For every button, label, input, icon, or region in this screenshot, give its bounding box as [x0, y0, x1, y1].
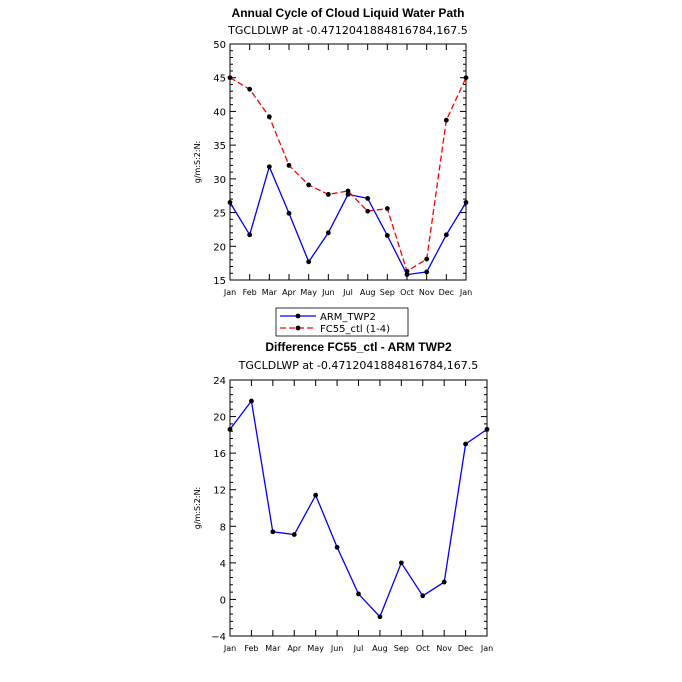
- chart1-ytick-label: 25: [213, 209, 226, 220]
- chart1-series-2-point: [325, 191, 331, 197]
- chart1-series-1-point: [424, 269, 430, 275]
- chart2-series-1-point: [227, 426, 233, 432]
- chart1-series-2-point: [443, 117, 449, 123]
- chart2-xtick-label: Apr: [287, 644, 302, 653]
- chart1-series-1-point: [306, 259, 312, 265]
- chart1-series-2-point: [365, 208, 371, 214]
- chart2-series-1-point: [463, 441, 468, 447]
- chart2-series-line-1: [229, 399, 488, 618]
- chart1-series-1-point: [404, 272, 410, 278]
- chart1-legend-marker-2: [295, 325, 301, 331]
- chart1-legend-label-2: FC55_ctl (1-4): [320, 324, 390, 335]
- chart1-series-1-point: [325, 230, 331, 236]
- chart2-series-1-point: [313, 492, 319, 498]
- chart2-title: Difference FC55_ctl - ARM TWP2: [265, 340, 452, 354]
- chart2-ytick-label: 0: [220, 595, 226, 606]
- chart2-subtitle: TGCLDLWP at -0.4712041884816784,167.5: [238, 359, 479, 372]
- chart2-xtick-label: Nov: [436, 644, 452, 653]
- chart1-series-2-point: [306, 182, 312, 188]
- chart2-xtick-label: Jan: [480, 644, 493, 653]
- chart2-xtick-label: Mar: [265, 644, 281, 653]
- chart1-title: Annual Cycle of Cloud Liquid Water Path: [232, 6, 465, 20]
- chart1-ytick-label: 15: [213, 276, 226, 287]
- chart1-series-1-point: [266, 164, 272, 170]
- chart1-xtick-label: Jun: [321, 288, 335, 297]
- chart2-xtick-label: Dec: [458, 644, 473, 653]
- chart2-ytick-label: 12: [213, 486, 226, 497]
- chart2-xtick-label: Sep: [394, 644, 409, 653]
- chart1-ytick-label: 40: [213, 107, 226, 118]
- chart1-xtick-label: May: [300, 288, 317, 297]
- chart2-series-1-point: [249, 398, 254, 404]
- chart1-ytick-label: 50: [213, 40, 226, 51]
- chart2-ytick-label: −4: [211, 632, 226, 643]
- chart1-series-2-point: [424, 256, 430, 262]
- chart1-series-1-point: [384, 233, 390, 238]
- chart2-xtick-label: Jul: [353, 644, 364, 653]
- chart1-xtick-label: Oct: [400, 288, 414, 297]
- chart1-ytick-label: 45: [213, 74, 226, 85]
- chart2-xtick-label: Jan: [223, 644, 236, 653]
- chart1-series-2-point: [286, 162, 292, 168]
- chart1-series-1-point: [227, 200, 233, 205]
- chart2-series-1-point: [484, 426, 490, 432]
- chart1-series-1-point: [247, 232, 253, 238]
- chart2-series-1-point: [377, 614, 383, 620]
- chart1-series-2-point: [227, 75, 233, 81]
- chart2-ytick-label: 16: [213, 449, 226, 460]
- chart1-ytick-label: 35: [213, 141, 226, 152]
- chart1-series-1-point: [286, 210, 292, 216]
- chart1-xtick-label: Dec: [439, 288, 454, 297]
- chart2-ytick-label: 24: [213, 376, 226, 387]
- chart1-xtick-label: Jan: [459, 288, 472, 297]
- chart2-xtick-label: Oct: [416, 644, 430, 653]
- chart2-ytick-label: 4: [220, 559, 226, 570]
- chart2-series-1-point: [398, 560, 404, 566]
- chart2-series-1-point: [270, 529, 276, 535]
- chart1-series-2-point: [404, 268, 410, 274]
- chart1-xtick-label: Nov: [419, 288, 435, 297]
- chart2-series-1-point: [291, 532, 297, 537]
- chart1-xtick-label: Jan: [223, 288, 236, 297]
- chart1-ytick-label: 20: [213, 242, 226, 253]
- chart1-legend-marker-1: [295, 313, 301, 319]
- chart1-xtick-label: Mar: [262, 288, 278, 297]
- chart1-series-1-point: [345, 191, 351, 197]
- chart1-ytick-label: 30: [213, 175, 226, 186]
- chart1-subtitle: TGCLDLWP at -0.4712041884816784,167.5: [227, 24, 468, 37]
- chart2-series-1-point: [334, 544, 340, 550]
- chart2-series-1-point: [420, 593, 426, 599]
- chart1-legend-label-1: ARM_TWP2: [320, 312, 376, 323]
- chart1-series-line-2: [229, 77, 467, 273]
- chart1-frame: [229, 43, 467, 281]
- chart1-xtick-label: Aug: [360, 288, 376, 297]
- chart1-xtick-label: Sep: [380, 288, 395, 297]
- chart2-xtick-label: Aug: [372, 644, 388, 653]
- chart1-xtick-label: Apr: [282, 288, 297, 297]
- chart2-series-1-point: [441, 579, 447, 585]
- chart1-series-2-point: [266, 114, 272, 120]
- chart2-ytick-label: 8: [220, 522, 226, 533]
- chart1-ylabel: g/m:S:2:N:: [193, 141, 202, 184]
- chart1-xtick-label: Jul: [342, 288, 353, 297]
- chart1-series-2-point: [384, 206, 390, 211]
- chart2-xtick-label: Feb: [244, 644, 258, 653]
- chart1-series-2-point: [345, 188, 351, 194]
- chart1-series-1-point: [463, 200, 469, 205]
- chart1-series-line-1: [229, 164, 467, 276]
- chart2-series-1-point: [356, 591, 361, 597]
- chart1-legend-box: [275, 307, 409, 337]
- chart1-series-2-point: [247, 86, 253, 92]
- chart1-series-1-point: [443, 232, 449, 238]
- chart1-xtick-label: Feb: [243, 288, 257, 297]
- chart1-series-2-point: [463, 75, 469, 81]
- chart2-xtick-label: May: [307, 644, 324, 653]
- chart2-ylabel: g/m:S:2:N:: [193, 487, 202, 530]
- chart2-ytick-label: 20: [213, 413, 226, 424]
- chart2-xtick-label: Jun: [330, 644, 344, 653]
- chart1-series-1-point: [365, 196, 371, 201]
